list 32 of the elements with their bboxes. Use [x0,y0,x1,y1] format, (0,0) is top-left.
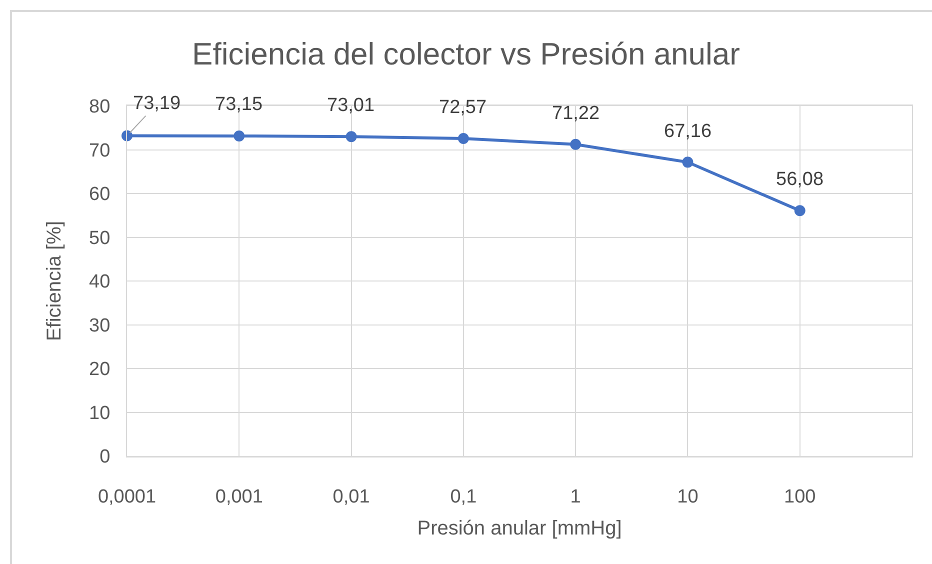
x-tick-label: 0,0001 [98,486,156,508]
y-tick-label: 40 [89,272,110,293]
x-axis-title: Presión anular [mmHg] [417,518,622,540]
point [458,133,469,144]
point [682,156,694,168]
x-tick-label: 1 [570,486,581,508]
x-tick-label: 0,001 [215,486,263,508]
y-tick-label: 50 [89,228,110,249]
y-axis-title: Eficiencia [%] [44,220,66,342]
chart-title: Eficiencia del colector vs Presión anular [192,36,740,72]
x-tick-label: 10 [677,486,698,508]
y-tick-label: 0 [100,446,110,468]
point [234,130,245,142]
data-label: 71,22 [552,103,600,124]
data-label: 72,57 [439,97,487,118]
y-tick-label: 70 [89,140,110,162]
point [570,138,582,150]
x-tick-label: 100 [784,486,816,508]
y-tick-label: 30 [89,315,110,336]
y-tick-label: 60 [89,184,110,206]
y-tick-label: 20 [89,359,110,380]
data-label: 73,01 [327,95,375,116]
data-label: 56,08 [776,169,824,190]
data-label: 67,16 [664,121,712,142]
data-label: 73,15 [215,94,263,115]
y-tick-label: 10 [89,402,110,424]
point [794,205,806,216]
y-tick-label: 80 [89,96,110,118]
point [346,131,357,142]
x-tick-label: 0,01 [332,486,370,508]
x-tick-label: 0,1 [450,486,477,508]
data-label: 73,19 [133,93,181,114]
